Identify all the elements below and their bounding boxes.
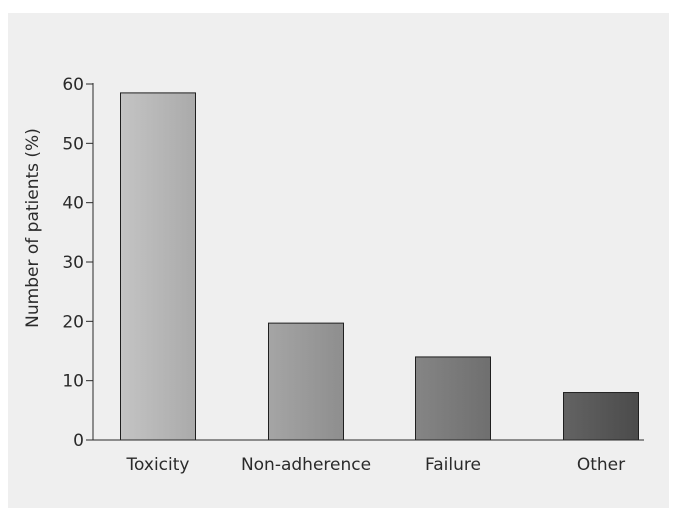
y-tick-label-10: 10	[62, 372, 84, 392]
x-label-toxicity: Toxicity	[126, 455, 190, 475]
bar-toxicity	[120, 92, 196, 441]
y-tick-label-60: 60	[62, 75, 84, 95]
bar-chart: 0 10 20 30 40 50 60 Toxicity Non-adherence Failur…	[23, 75, 644, 475]
bars-layer	[120, 92, 639, 441]
y-tick-label-40: 40	[62, 194, 84, 214]
bar-failure	[415, 356, 491, 441]
chart-panel: 0 10 20 30 40 50 60 Toxicity Non-adherence Failur…	[8, 13, 669, 508]
x-label-failure: Failure	[425, 455, 481, 475]
bar-non-adherence	[268, 322, 344, 441]
y-tick-label-0: 0	[73, 431, 84, 451]
y-axis-title: Number of patients (%)	[23, 128, 43, 328]
y-tick-label-50: 50	[62, 134, 84, 154]
labels-layer: 0 10 20 30 40 50 60 Toxicity Non-adherence Failur…	[62, 75, 625, 475]
bar-other	[563, 392, 639, 441]
x-label-non-adherence: Non-adherence	[241, 455, 371, 475]
y-tick-label-20: 20	[62, 312, 84, 332]
y-tick-label-30: 30	[62, 253, 84, 273]
x-label-other: Other	[577, 455, 625, 475]
axes-layer	[86, 83, 644, 441]
